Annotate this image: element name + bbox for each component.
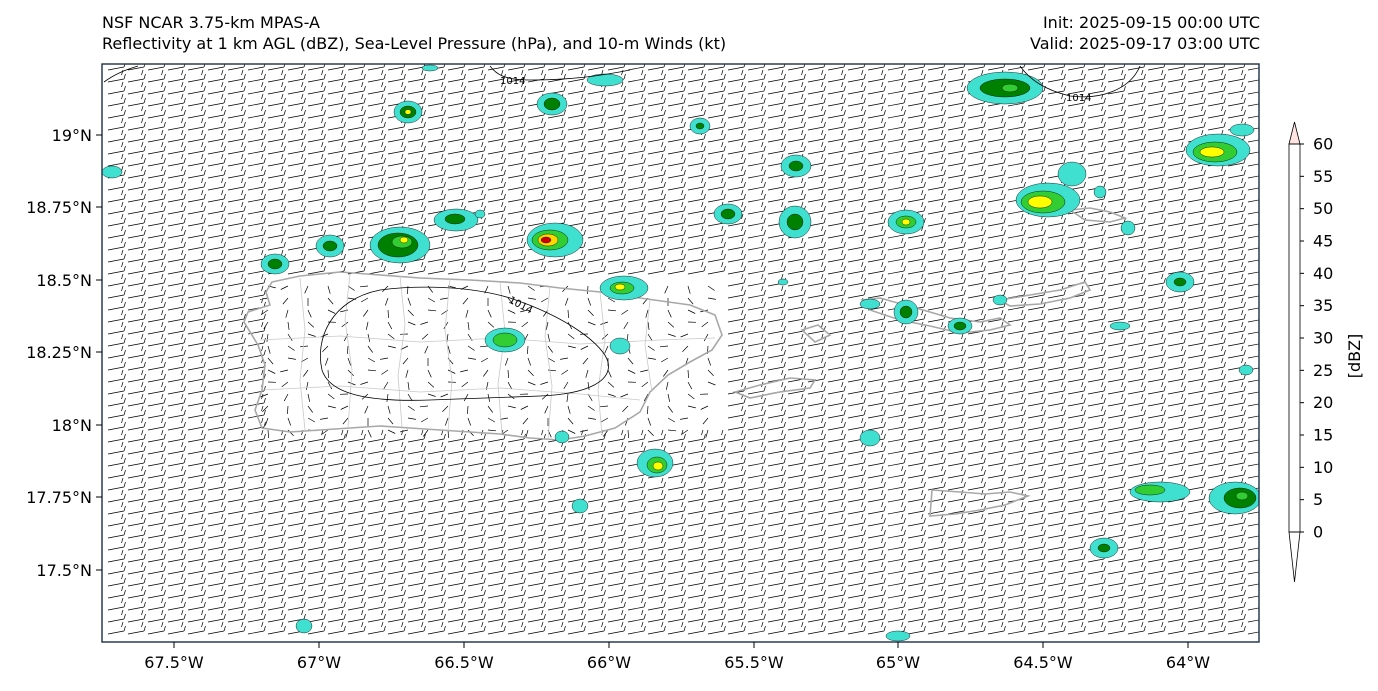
cell (777, 278, 789, 286)
cell (599, 275, 649, 301)
cell (887, 209, 925, 235)
valid-time: Valid: 2025-09-17 03:00 UTC (1029, 34, 1260, 53)
cell (893, 299, 919, 325)
colorbar-tick-label: 35 (1313, 296, 1333, 315)
colorbar-tick-label: 30 (1313, 329, 1333, 348)
colorbar-tick-label: 40 (1313, 264, 1333, 283)
cell (1229, 123, 1255, 137)
cell (433, 208, 479, 232)
lon-label: 64°W (1166, 653, 1210, 672)
lat-label: 18.25°N (26, 343, 92, 362)
cell (474, 209, 486, 219)
st-john-coastline (997, 281, 1092, 307)
lon-label: 67.5°W (144, 653, 204, 672)
colorbar-tick-label: 15 (1313, 426, 1333, 445)
lat-label: 18°N (52, 416, 92, 435)
colorbar: 0 5 10 15 20 25 30 35 40 45 50 55 60 (1288, 121, 1333, 583)
cell (1093, 185, 1107, 199)
init-time: Init: 2025-09-15 00:00 UTC (1042, 13, 1260, 32)
colorbar-tick-label: 45 (1313, 232, 1333, 251)
cell (1129, 481, 1191, 503)
lat-axis: 19°N 18.75°N 18.5°N 18.25°N 18°N 17.75°N… (26, 126, 102, 580)
cell (571, 498, 589, 514)
colorbar-extend-top (1288, 121, 1301, 145)
lon-label: 66.5°W (434, 653, 494, 672)
cell (992, 294, 1008, 306)
cell (885, 630, 911, 642)
lon-label: 64.5°W (1013, 653, 1073, 672)
colorbar-tick-label: 55 (1313, 167, 1333, 186)
cell (536, 92, 568, 116)
map-panel (102, 64, 1259, 642)
cell (1109, 321, 1131, 331)
lat-label: 17.75°N (26, 488, 92, 507)
lat-label: 17.5°N (36, 561, 92, 580)
map-frame (101, 63, 1260, 643)
colorbar-tick-label: 5 (1313, 490, 1323, 509)
cell (484, 327, 526, 353)
cell (421, 64, 439, 72)
lon-label: 67°W (297, 653, 341, 672)
cell (636, 448, 674, 478)
colorbar-tick-label: 50 (1313, 199, 1333, 218)
slp-contours (103, 65, 1141, 401)
cell (554, 430, 570, 444)
colorbar-tick-label: 25 (1313, 361, 1333, 380)
cell (1238, 364, 1254, 376)
cell (260, 253, 290, 275)
lat-label: 18.5°N (36, 271, 92, 290)
colorbar-frame (1288, 143, 1301, 533)
cell (1015, 182, 1081, 218)
lon-axis: 67.5°W 67°W 66.5°W 66°W 65.5°W 65°W 64.5… (144, 642, 1210, 672)
cell (102, 165, 123, 179)
cell (1185, 133, 1251, 167)
lon-label: 65°W (876, 653, 920, 672)
colorbar-title: [dBZ] (1345, 334, 1364, 379)
lat-label: 19°N (52, 126, 92, 145)
vieques-coastline (732, 377, 817, 399)
colorbar-tick-label: 10 (1313, 458, 1333, 477)
title-line-2: Reflectivity at 1 km AGL (dBZ), Sea-Leve… (102, 34, 727, 53)
cell (859, 429, 881, 447)
cell (1120, 220, 1136, 236)
cell (780, 154, 812, 178)
colorbar-extend-bottom (1288, 531, 1301, 583)
st-croix-coastline (929, 489, 1031, 517)
title-line-1: NSF NCAR 3.75-km MPAS-A (102, 13, 320, 32)
colorbar-tick-label: 60 (1313, 135, 1333, 154)
cell (1165, 271, 1195, 293)
lat-label: 18.75°N (26, 198, 92, 217)
puerto-rico-coastline (243, 271, 723, 441)
lon-label: 66°W (587, 653, 631, 672)
cell (689, 117, 711, 135)
lon-label: 65.5°W (724, 653, 784, 672)
cell (315, 234, 345, 258)
culebra-coastline (800, 324, 832, 343)
cell (778, 205, 812, 239)
cell (859, 298, 881, 310)
colorbar-tick-label: 0 (1313, 523, 1323, 542)
cell (1057, 161, 1087, 187)
cell (295, 618, 313, 634)
cell (947, 317, 973, 335)
contour-label: 1014 (500, 76, 525, 87)
cell (1089, 537, 1119, 559)
cell (713, 203, 743, 225)
reflectivity-cells (102, 64, 1259, 642)
tortola-coastline (1067, 207, 1128, 223)
cell (393, 100, 423, 124)
cell (1208, 481, 1259, 515)
cell (369, 226, 431, 264)
cell (966, 71, 1044, 105)
contour-label: 1014 (1066, 93, 1091, 104)
colorbar-tick-label: 20 (1313, 393, 1333, 412)
cell (526, 222, 584, 258)
cell (609, 337, 631, 355)
municipal-borders (259, 273, 716, 441)
